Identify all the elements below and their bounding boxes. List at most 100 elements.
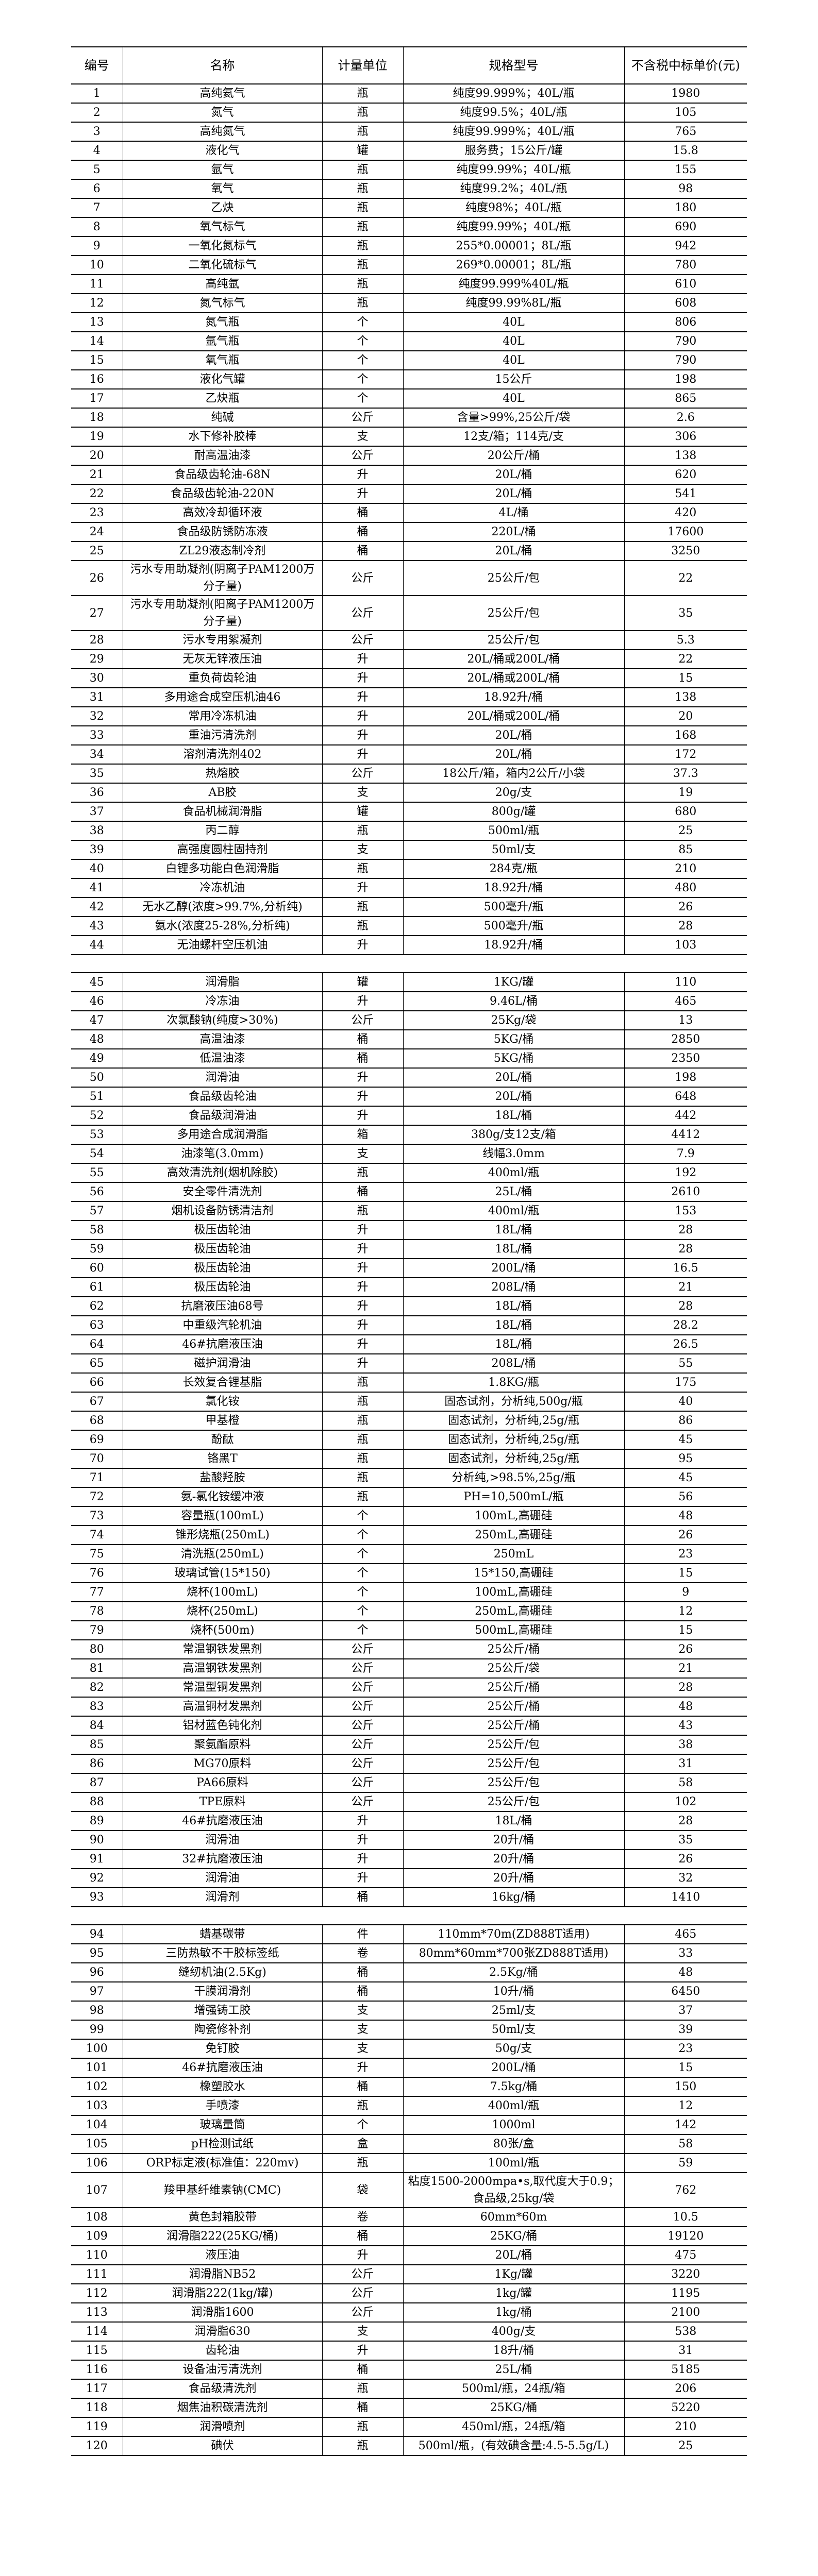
cell-spec: 269*0.00001；8L/瓶 [403, 255, 625, 275]
table-row: 17 乙炔瓶个 40L 865 [71, 388, 747, 409]
cell-no: 109 [71, 2226, 123, 2246]
cell-no: 16 [71, 369, 123, 389]
cell-spec: 7.5kg/桶 [403, 2077, 625, 2097]
cell-unit: 升 [322, 1811, 404, 1831]
cell-unit: 个 [322, 1544, 404, 1564]
cell-spec: 16kg/桶 [403, 1887, 625, 1907]
cell-name: 锥形烧瓶(250mL) [122, 1525, 323, 1545]
cell-unit: 升 [322, 484, 404, 504]
cell-spec: 200L/桶 [403, 2058, 625, 2078]
cell-price: 806 [624, 312, 747, 332]
table-row: 113 润滑脂1600 公斤 1kg/桶 2100 [71, 2302, 747, 2323]
cell-price: 765 [624, 122, 747, 142]
cell-unit: 桶 [322, 522, 404, 542]
cell-no: 66 [71, 1372, 123, 1393]
cell-price: 23 [624, 1544, 747, 1564]
cell-spec: 纯度99.999%；40L/瓶 [403, 83, 625, 104]
table-row: 93 润滑剂桶 16kg/桶 1410 [71, 1887, 747, 1907]
cell-unit: 瓶 [322, 103, 404, 123]
cell-unit: 瓶 [322, 179, 404, 199]
cell-price: 210 [624, 859, 747, 879]
cell-spec: 20L/桶 [403, 1067, 625, 1088]
cell-name: 污水专用助凝剂(阳离子PAM1200万分子量) [122, 595, 323, 631]
cell-no: 80 [71, 1639, 123, 1659]
cell-name: 长效复合锂基脂 [122, 1372, 323, 1393]
cell-name: 污水专用絮凝剂 [122, 630, 323, 650]
cell-name: 高温铜材发黑剂 [122, 1697, 323, 1717]
cell-no: 90 [71, 1830, 123, 1850]
table-row: 74 锥形烧瓶(250mL) 个 250mL,高硼硅 26 [71, 1525, 747, 1545]
cell-name: 乙炔瓶 [122, 388, 323, 409]
cell-unit: 升 [322, 1067, 404, 1088]
cell-spec: 粘度1500-2000mpa•s,取代度大于0.9；食品级,25kg/袋 [403, 2172, 625, 2208]
cell-unit: 瓶 [322, 83, 404, 104]
cell-no: 51 [71, 1087, 123, 1107]
cell-spec: 15*150,高硼硅 [403, 1563, 625, 1583]
cell-name: 46#抗磨液压油 [122, 2058, 323, 2078]
cell-spec: 1KG/罐 [403, 972, 625, 992]
cell-price: 142 [624, 2115, 747, 2135]
cell-no: 20 [71, 446, 123, 466]
table-row: 46 冷冻油升 9.46L/桶 465 [71, 991, 747, 1011]
cell-price: 102 [624, 1792, 747, 1812]
cell-unit: 瓶 [322, 916, 404, 936]
cell-spec: 纯度98%；40L/瓶 [403, 198, 625, 218]
cell-price: 21 [624, 1277, 747, 1297]
cell-no: 70 [71, 1449, 123, 1469]
cell-no: 64 [71, 1334, 123, 1354]
cell-price: 541 [624, 484, 747, 504]
table-row: 15 氧气瓶个 40L 790 [71, 350, 747, 370]
cell-no: 43 [71, 916, 123, 936]
cell-unit: 升 [322, 1239, 404, 1259]
cell-name: 盐酸羟胺 [122, 1468, 323, 1488]
cell-price: 21 [624, 1658, 747, 1679]
cell-no: 60 [71, 1258, 123, 1278]
cell-no: 56 [71, 1182, 123, 1202]
cell-name: 重油污清洗剂 [122, 725, 323, 745]
cell-price: 620 [624, 465, 747, 485]
table-row: 43 氨水(浓度25-28%,分析纯) 瓶 500毫升/瓶 28 [71, 916, 747, 936]
table-row: 52 食品级润滑油升 18L/桶 442 [71, 1106, 747, 1126]
cell-price: 138 [624, 687, 747, 707]
cell-spec: 25KG/桶 [403, 2226, 625, 2246]
cell-spec: 500毫升/瓶 [403, 916, 625, 936]
cell-spec: 20升/桶 [403, 1830, 625, 1850]
cell-name: 干膜润滑剂 [122, 1981, 323, 2002]
cell-unit: 桶 [322, 2398, 404, 2418]
cell-name: 铝材蓝色钝化剂 [122, 1716, 323, 1736]
table-row: 27 污水专用助凝剂(阳离子PAM1200万分子量) 公斤 25公斤/包 35 [71, 595, 747, 631]
cell-name: 氮气 [122, 103, 323, 123]
table-row: 71 盐酸羟胺瓶分析纯,>98.5%,25g/瓶 45 [71, 1468, 747, 1488]
cell-price: 465 [624, 991, 747, 1011]
cell-price: 198 [624, 369, 747, 389]
cell-unit: 支 [322, 783, 404, 803]
cell-spec: 线幅3.0mm [403, 1144, 625, 1164]
cell-name: 氮气瓶 [122, 312, 323, 332]
cell-no: 50 [71, 1067, 123, 1088]
cell-price: 59 [624, 2153, 747, 2173]
cell-no: 116 [71, 2360, 123, 2380]
cell-price: 648 [624, 1087, 747, 1107]
table-row: 24 食品级防锈防冻液桶 220L/桶 17600 [71, 522, 747, 542]
cell-name: 容量瓶(100mL) [122, 1506, 323, 1526]
table-row: 44 无油螺杆空压机油升 18.92升/桶 103 [71, 935, 747, 955]
table-row: 22 食品级齿轮油-220N 升 20L/桶 541 [71, 484, 747, 504]
cell-price: 15 [624, 1620, 747, 1640]
table-row: 48 高温油漆桶 5KG/桶 2850 [71, 1029, 747, 1049]
cell-spec: 1Kg/罐 [403, 2264, 625, 2284]
table-row: 88 TPE原料 公斤 25公斤/包 102 [71, 1792, 747, 1812]
price-table-page-3: 94 蜡基碳带件 110mm*70m(ZD888T适用) 465 95 三防热敏不干胶标签… [71, 1924, 747, 2456]
cell-spec: 9.46L/桶 [403, 991, 625, 1011]
cell-no: 4 [71, 141, 123, 161]
cell-unit: 个 [322, 1620, 404, 1640]
cell-unit: 升 [322, 935, 404, 955]
cell-unit: 个 [322, 350, 404, 370]
cell-price: 3220 [624, 2264, 747, 2284]
cell-unit: 瓶 [322, 236, 404, 256]
cell-no: 31 [71, 687, 123, 707]
cell-name: 食品级齿轮油-68N [122, 465, 323, 485]
cell-unit: 升 [322, 1087, 404, 1107]
cell-name: 32#抗磨液压油 [122, 1849, 323, 1869]
cell-unit: 个 [322, 2115, 404, 2135]
cell-no: 10 [71, 255, 123, 275]
